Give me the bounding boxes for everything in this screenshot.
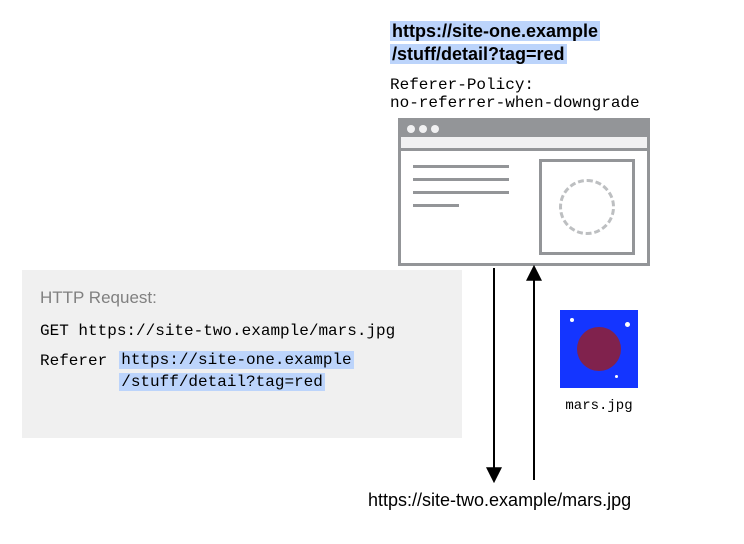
browser-window-icon <box>398 118 650 266</box>
window-dot-icon <box>431 125 439 133</box>
planet-icon <box>577 327 621 371</box>
placeholder-text-lines-icon <box>413 165 509 217</box>
http-request-referer-row: Referer https://site-one.example /stuff/… <box>40 350 444 393</box>
mars-thumbnail-label: mars.jpg <box>560 398 638 414</box>
referer-policy-label: Referer-Policy: no-referrer-when-downgra… <box>390 76 640 113</box>
browser-body <box>401 151 647 260</box>
http-referer-value: https://site-one.example /stuff/detail?t… <box>119 350 353 393</box>
star-icon <box>570 318 574 322</box>
diagram-stage: https://site-one.example /stuff/detail?t… <box>0 0 744 544</box>
star-icon <box>625 322 630 327</box>
image-placeholder-circle-icon <box>559 179 615 235</box>
source-page-url: https://site-one.example /stuff/detail?t… <box>390 20 600 67</box>
referer-policy-line1: Referer-Policy: <box>390 76 534 94</box>
http-request-get-line: GET https://site-two.example/mars.jpg <box>40 322 444 340</box>
star-icon <box>615 375 618 378</box>
window-dot-icon <box>419 125 427 133</box>
http-referer-line2: /stuff/detail?tag=red <box>119 373 325 391</box>
source-page-url-line2: /stuff/detail?tag=red <box>390 44 567 64</box>
source-page-url-line1: https://site-one.example <box>390 21 600 41</box>
http-referer-line1: https://site-one.example <box>119 351 353 369</box>
http-request-panel: HTTP Request: GET https://site-two.examp… <box>22 270 462 438</box>
http-referer-label: Referer <box>40 350 107 370</box>
browser-titlebar <box>401 121 647 137</box>
mars-thumbnail-icon <box>560 310 638 388</box>
referer-policy-line2: no-referrer-when-downgrade <box>390 94 640 112</box>
image-placeholder-frame <box>539 159 635 255</box>
window-dot-icon <box>407 125 415 133</box>
browser-addressbar <box>401 137 647 151</box>
destination-url: https://site-two.example/mars.jpg <box>368 490 631 511</box>
http-request-title: HTTP Request: <box>40 288 444 308</box>
